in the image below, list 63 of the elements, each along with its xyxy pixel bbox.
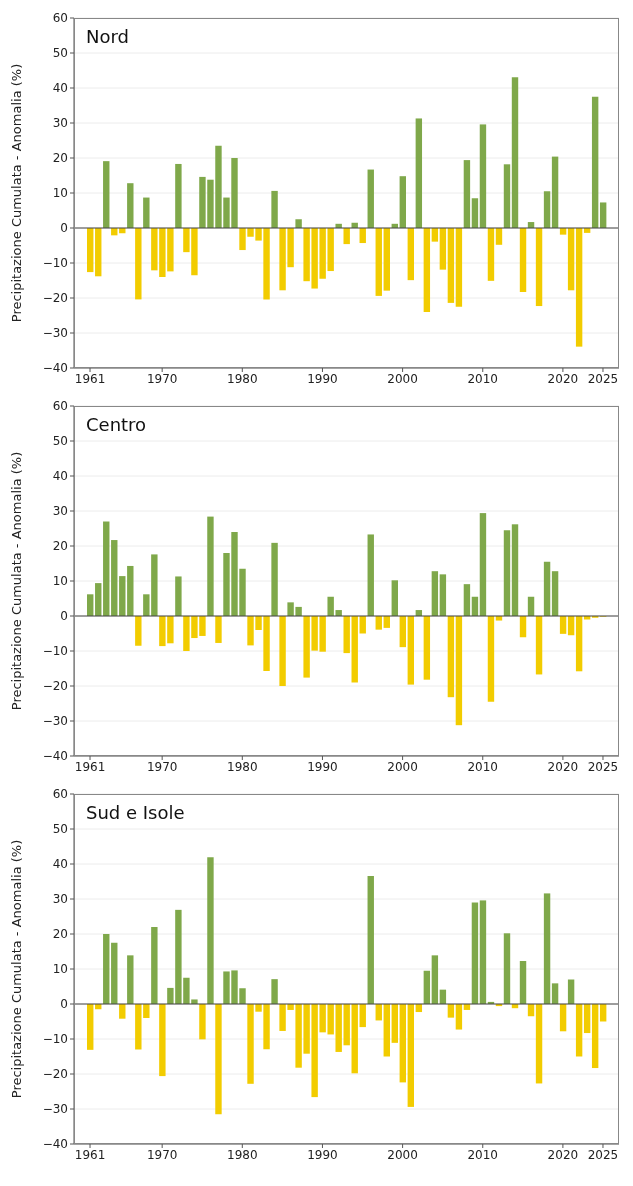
y-tick-label: 10 xyxy=(52,962,68,977)
y-axis-title: Precipitazione Cumulata - Anomalia (%) xyxy=(8,451,24,711)
y-tick-label: 20 xyxy=(52,539,68,554)
x-tick-label: 2020 xyxy=(547,1147,579,1162)
y-tick-label: 50 xyxy=(52,822,68,837)
x-tick-label: 2020 xyxy=(547,371,579,386)
x-tick-label: 2010 xyxy=(467,759,499,774)
y-tick-label: 50 xyxy=(52,46,68,61)
x-tick-label: 1970 xyxy=(146,371,178,386)
y-tick-label: −30 xyxy=(42,326,68,341)
x-tick-label: 2025 xyxy=(587,371,619,386)
x-tick-label: 1980 xyxy=(227,759,258,774)
y-tick-label: 40 xyxy=(52,81,68,96)
y-tick-label: 30 xyxy=(52,892,68,907)
y-tick-label: −20 xyxy=(42,291,68,306)
x-tick-label: 2025 xyxy=(587,759,619,774)
text: Centro xyxy=(86,414,147,435)
x-tick-label: 2000 xyxy=(387,371,418,386)
y-tick-label: 20 xyxy=(52,151,68,166)
y-tick-label: −30 xyxy=(42,1102,68,1117)
y-tick-label: 50 xyxy=(52,434,68,449)
y-tick-label: 0 xyxy=(60,609,68,624)
x-tick-label: 1970 xyxy=(146,759,178,774)
x-tick-label: 1961 xyxy=(74,759,106,774)
y-tick-label: −20 xyxy=(42,1067,68,1082)
y-tick-label: 30 xyxy=(52,116,68,131)
x-tick-label: 2020 xyxy=(547,759,579,774)
x-tick-label: 1980 xyxy=(227,1147,258,1162)
y-tick-label: −10 xyxy=(42,644,68,659)
y-tick-label: −30 xyxy=(42,714,68,729)
y-tick-label: 0 xyxy=(60,997,68,1012)
x-tick-label: 2000 xyxy=(387,1147,418,1162)
x-tick-label: 1970 xyxy=(146,1147,178,1162)
y-tick-label: 40 xyxy=(52,469,68,484)
y-tick-label: 60 xyxy=(52,399,68,414)
x-tick-label: 1980 xyxy=(227,371,258,386)
y-tick-label: 60 xyxy=(52,787,68,802)
x-tick-label: 2025 xyxy=(587,1147,619,1162)
y-tick-label: −40 xyxy=(42,361,68,376)
y-tick-label: 0 xyxy=(60,221,68,236)
y-tick-label: 30 xyxy=(52,504,68,519)
x-tick-label: 1990 xyxy=(307,371,338,386)
y-tick-label: 40 xyxy=(52,857,68,872)
y-tick-label: −10 xyxy=(42,256,68,271)
text: Sud e Isole xyxy=(86,802,185,823)
y-tick-label: −20 xyxy=(42,679,68,694)
x-tick-label: 1990 xyxy=(307,759,338,774)
y-axis-title: Precipitazione Cumulata - Anomalia (%) xyxy=(8,63,24,323)
y-tick-label: −10 xyxy=(42,1032,68,1047)
x-tick-label: 2010 xyxy=(467,371,499,386)
y-tick-label: 10 xyxy=(52,186,68,201)
text: Nord xyxy=(86,26,129,47)
y-tick-label: 10 xyxy=(52,574,68,589)
x-tick-label: 1990 xyxy=(307,1147,338,1162)
x-tick-label: 1961 xyxy=(74,371,106,386)
y-tick-label: 20 xyxy=(52,927,68,942)
y-tick-label: 60 xyxy=(52,11,68,26)
y-axis-title: Precipitazione Cumulata - Anomalia (%) xyxy=(8,839,24,1099)
x-tick-label: 2010 xyxy=(467,1147,499,1162)
y-tick-label: −40 xyxy=(42,749,68,764)
y-tick-label: −40 xyxy=(42,1137,68,1152)
x-tick-label: 1961 xyxy=(74,1147,106,1162)
x-tick-label: 2000 xyxy=(387,759,418,774)
